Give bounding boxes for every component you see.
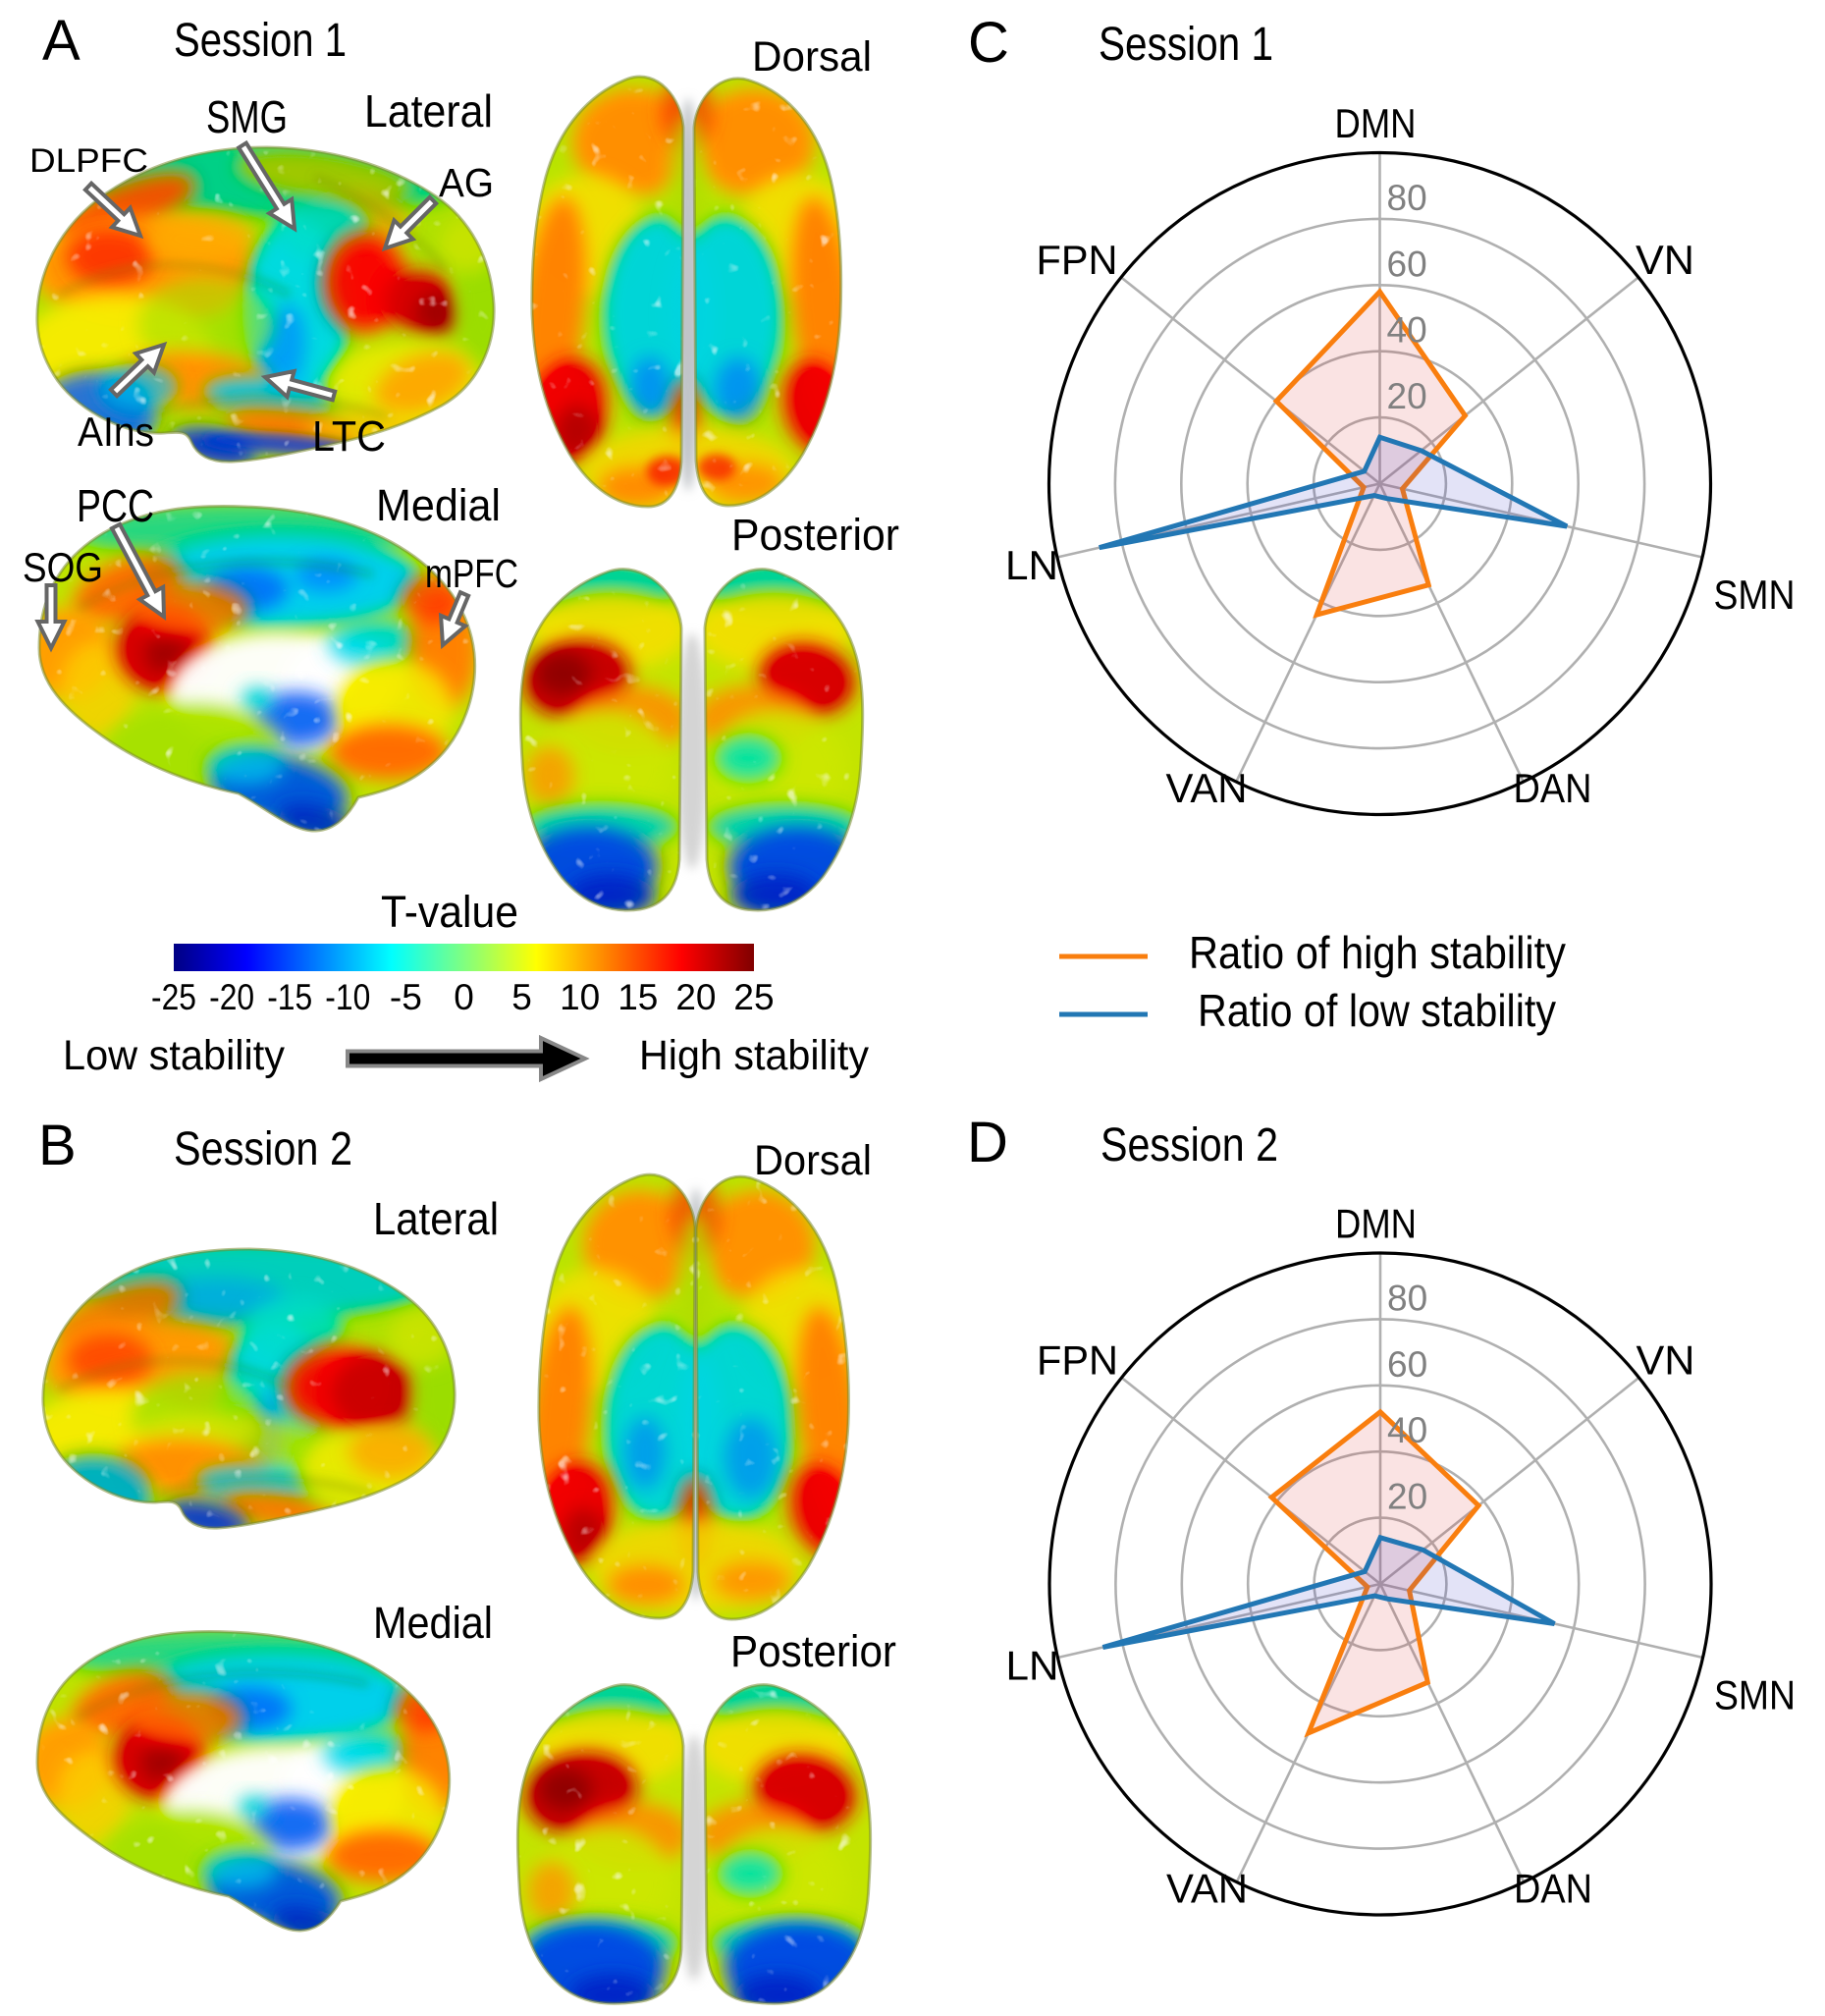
svg-text:Session 2: Session 2	[1100, 1119, 1278, 1171]
svg-text:LN: LN	[1005, 542, 1058, 588]
svg-text:40: 40	[1387, 1410, 1427, 1450]
svg-text:LN: LN	[1006, 1643, 1059, 1689]
svg-text:D: D	[967, 1111, 1008, 1174]
svg-text:FPN: FPN	[1037, 237, 1118, 283]
svg-text:Lateral: Lateral	[373, 1193, 499, 1244]
svg-text:High stability: High stability	[639, 1032, 869, 1079]
svg-text:DLPFC: DLPFC	[29, 142, 148, 180]
svg-text:SMN: SMN	[1714, 1672, 1796, 1718]
svg-text:25: 25	[733, 977, 774, 1017]
svg-text:VN: VN	[1636, 237, 1694, 283]
svg-text:B: B	[38, 1114, 77, 1177]
svg-text:AIns: AIns	[78, 409, 154, 455]
svg-text:0: 0	[454, 977, 474, 1017]
svg-text:SOG: SOG	[23, 544, 103, 590]
svg-text:C: C	[968, 11, 1009, 75]
svg-text:Dorsal: Dorsal	[752, 33, 872, 81]
svg-text:VAN: VAN	[1166, 765, 1248, 811]
svg-text:60: 60	[1387, 244, 1427, 284]
svg-text:5: 5	[511, 977, 532, 1017]
svg-text:Medial: Medial	[376, 480, 501, 530]
svg-text:20: 20	[675, 977, 716, 1017]
svg-text:Posterior: Posterior	[731, 510, 899, 560]
svg-text:-5: -5	[390, 977, 422, 1017]
svg-text:Medial: Medial	[373, 1598, 493, 1648]
svg-text:Session 2: Session 2	[174, 1123, 352, 1175]
svg-text:15: 15	[617, 977, 658, 1017]
svg-text:DAN: DAN	[1514, 765, 1592, 811]
svg-text:A: A	[42, 9, 81, 73]
svg-text:60: 60	[1387, 1344, 1427, 1385]
svg-text:AG: AG	[439, 160, 494, 205]
svg-text:FPN: FPN	[1037, 1337, 1118, 1384]
svg-text:SMN: SMN	[1714, 572, 1796, 618]
svg-text:DAN: DAN	[1514, 1866, 1592, 1912]
svg-text:VN: VN	[1637, 1337, 1695, 1384]
svg-text:20: 20	[1387, 1477, 1427, 1517]
svg-text:Session 1: Session 1	[174, 15, 347, 67]
svg-text:80: 80	[1387, 178, 1427, 218]
svg-text:PCC: PCC	[77, 480, 154, 531]
svg-text:Posterior: Posterior	[730, 1626, 896, 1676]
svg-text:LTC: LTC	[312, 412, 386, 461]
svg-text:20: 20	[1387, 376, 1427, 416]
svg-text:SMG: SMG	[206, 91, 288, 142]
svg-text:DMN: DMN	[1335, 100, 1417, 146]
svg-text:Dorsal: Dorsal	[754, 1137, 872, 1184]
svg-text:-10: -10	[325, 977, 370, 1017]
svg-text:Ratio of high stability: Ratio of high stability	[1189, 927, 1566, 978]
svg-text:Low stability: Low stability	[63, 1032, 285, 1079]
svg-text:DMN: DMN	[1335, 1201, 1417, 1247]
svg-text:40: 40	[1387, 310, 1427, 351]
svg-text:-25: -25	[151, 977, 196, 1017]
svg-text:-15: -15	[267, 977, 312, 1017]
svg-text:Session 1: Session 1	[1099, 19, 1273, 71]
svg-text:VAN: VAN	[1166, 1866, 1248, 1912]
svg-text:mPFC: mPFC	[425, 551, 518, 596]
svg-text:10: 10	[560, 977, 600, 1017]
svg-text:80: 80	[1387, 1278, 1427, 1318]
svg-text:Lateral: Lateral	[364, 85, 493, 136]
svg-text:-20: -20	[209, 977, 254, 1017]
svg-text:Ratio of low stability: Ratio of low stability	[1198, 985, 1556, 1036]
svg-text:T-value: T-value	[381, 887, 518, 937]
